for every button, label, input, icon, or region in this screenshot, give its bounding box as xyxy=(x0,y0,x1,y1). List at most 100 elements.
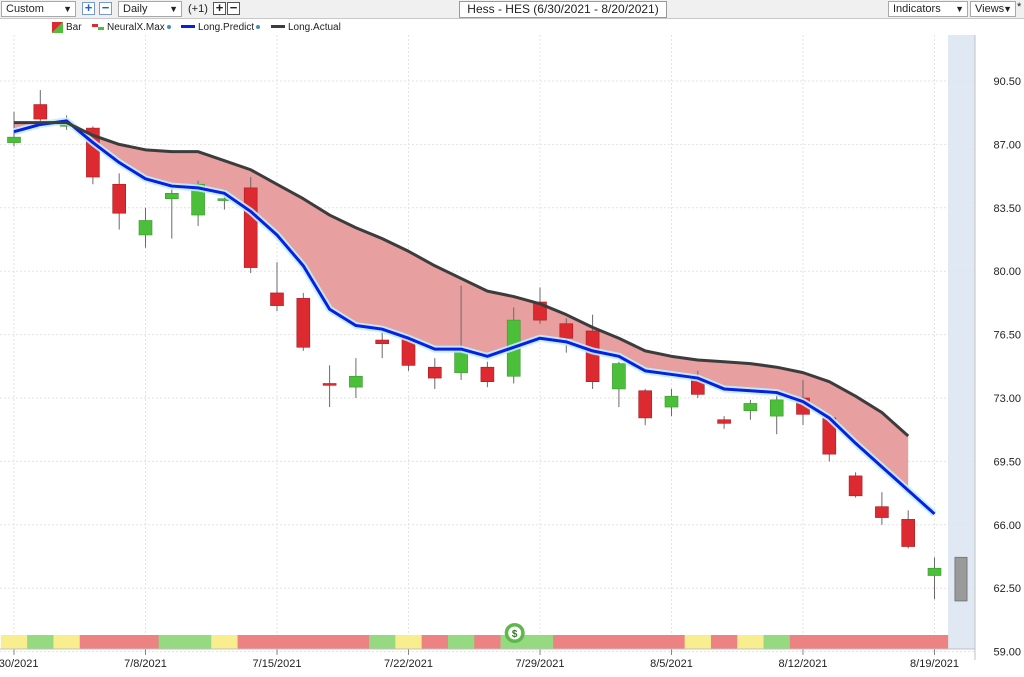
candle-7-7 xyxy=(112,173,126,230)
candle-body xyxy=(585,330,600,382)
y-tick-label: 90.50 xyxy=(993,76,1021,88)
dollar-marker-label: $ xyxy=(512,629,518,640)
candle-8-19 xyxy=(927,557,942,600)
candle-body xyxy=(349,375,363,388)
signal-cell xyxy=(684,635,712,649)
x-tick-label: 8/5/2021 xyxy=(650,658,693,670)
legend-long-predict[interactable]: Long.Predict xyxy=(181,21,261,35)
signal-cell xyxy=(868,635,896,649)
candle-body xyxy=(454,350,468,373)
indicators-menu[interactable]: Indicators ▼ xyxy=(888,1,968,17)
signal-cell xyxy=(921,635,949,649)
toolbar: Custom ▼ + − Daily ▼ (+1) + − Hess - HES… xyxy=(0,0,1024,19)
y-tick-label: 80.00 xyxy=(993,266,1021,278)
signal-cell xyxy=(184,635,212,649)
future-band xyxy=(948,35,975,649)
candle-body xyxy=(848,475,863,497)
legend-bar-label: Bar xyxy=(66,22,82,33)
candle-body xyxy=(375,339,390,344)
candle-body xyxy=(875,506,889,518)
y-tick-label: 87.00 xyxy=(993,139,1021,151)
y-tick-label: 69.50 xyxy=(993,456,1021,468)
legend-neuralx[interactable]: NeuralX.Max xyxy=(92,21,171,35)
neuralx-swatch-icon xyxy=(92,24,104,31)
legend-long-actual[interactable]: Long.Actual xyxy=(271,21,341,35)
zoom-out-button[interactable]: − xyxy=(99,0,112,15)
signal-cell xyxy=(842,635,870,649)
interval-select-value: Daily xyxy=(123,3,148,15)
views-label: Views xyxy=(975,3,1005,15)
legend-long-predict-label: Long.Predict xyxy=(198,22,255,33)
candle-body xyxy=(165,193,179,200)
chevron-down-icon: ▼ xyxy=(1003,4,1012,14)
signal-cell xyxy=(211,635,239,649)
chevron-down-icon: ▼ xyxy=(63,4,72,14)
signal-cell xyxy=(237,635,265,649)
minus-icon: − xyxy=(229,0,238,15)
indicators-label: Indicators xyxy=(893,3,941,15)
plus-icon: + xyxy=(84,0,93,15)
actual-swatch-icon xyxy=(271,25,285,29)
signal-cell xyxy=(79,635,107,649)
candle-7-15 xyxy=(270,262,284,312)
x-tick-label: 7/15/2021 xyxy=(253,658,302,670)
candle-body xyxy=(243,187,258,268)
x-tick-label: 7/8/2021 xyxy=(124,658,167,670)
signal-cell xyxy=(895,635,922,649)
candle-8-3 xyxy=(612,361,626,408)
interval-select[interactable]: Daily ▼ xyxy=(118,1,182,17)
range-select-value: Custom xyxy=(6,3,44,15)
offset-label: (+1) xyxy=(188,3,208,15)
candle-8-5 xyxy=(664,388,679,417)
candle-body xyxy=(138,220,153,236)
candle-body xyxy=(33,104,48,120)
y-tick-label: 66.00 xyxy=(993,520,1021,532)
candle-body xyxy=(112,183,126,214)
signal-cell xyxy=(316,635,344,649)
offset-decrease-button[interactable]: − xyxy=(227,0,240,15)
candle-7-1 xyxy=(33,90,48,127)
candle-body xyxy=(717,419,731,424)
bar-swatch-icon xyxy=(52,21,63,33)
x-tick-label: 7/22/2021 xyxy=(384,658,433,670)
signal-cell xyxy=(290,635,317,649)
range-select[interactable]: Custom ▼ xyxy=(1,1,76,17)
signal-cell xyxy=(53,635,81,649)
candle-7-19 xyxy=(322,365,337,408)
minus-icon: − xyxy=(101,0,110,15)
signal-cell xyxy=(395,635,423,649)
candle-8-4 xyxy=(638,388,653,426)
candle-8-9 xyxy=(717,416,731,429)
y-tick-label: 76.50 xyxy=(993,330,1021,342)
candle-7-8 xyxy=(138,207,153,248)
signal-cell xyxy=(737,635,765,649)
legend-neuralx-label: NeuralX.Max xyxy=(107,22,165,33)
signal-cell xyxy=(658,635,686,649)
candle-8-17 xyxy=(875,492,889,525)
signal-cell xyxy=(132,635,160,649)
signal-cell xyxy=(710,635,738,649)
legend-bar[interactable]: Bar xyxy=(52,21,82,35)
views-menu[interactable]: Views ▼ xyxy=(970,1,1016,17)
signal-cell xyxy=(342,635,370,649)
signal-strip xyxy=(0,635,949,649)
chevron-down-icon: ▼ xyxy=(955,4,964,14)
signal-cell xyxy=(474,635,502,649)
zoom-in-button[interactable]: + xyxy=(82,0,95,15)
candle-body xyxy=(7,136,21,143)
candle-7-14 xyxy=(243,177,258,274)
candle-7-20 xyxy=(349,358,363,398)
signal-cell xyxy=(447,635,475,649)
offset-increase-button[interactable]: + xyxy=(213,1,226,15)
signal-cell xyxy=(553,635,580,649)
signal-cell xyxy=(816,635,843,649)
signal-cell xyxy=(369,635,396,649)
candle-7-9 xyxy=(165,189,179,239)
candle-body xyxy=(296,298,311,348)
candle-body xyxy=(612,363,626,390)
dollar-marker-inner xyxy=(508,626,522,640)
signal-cell xyxy=(579,635,607,649)
candle-body xyxy=(427,366,442,379)
candle-8-18 xyxy=(901,510,916,549)
